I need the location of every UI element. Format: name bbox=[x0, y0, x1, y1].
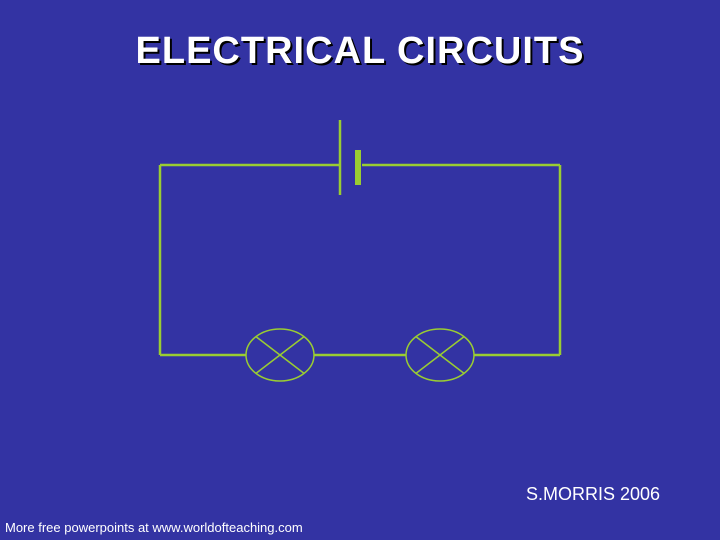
circuit-diagram bbox=[0, 0, 720, 540]
slide: ELECTRICAL CIRCUITS S.MORRIS 2006 More f… bbox=[0, 0, 720, 540]
footer-note: More free powerpoints at www.worldofteac… bbox=[5, 520, 303, 535]
author-credit: S.MORRIS 2006 bbox=[526, 484, 660, 505]
